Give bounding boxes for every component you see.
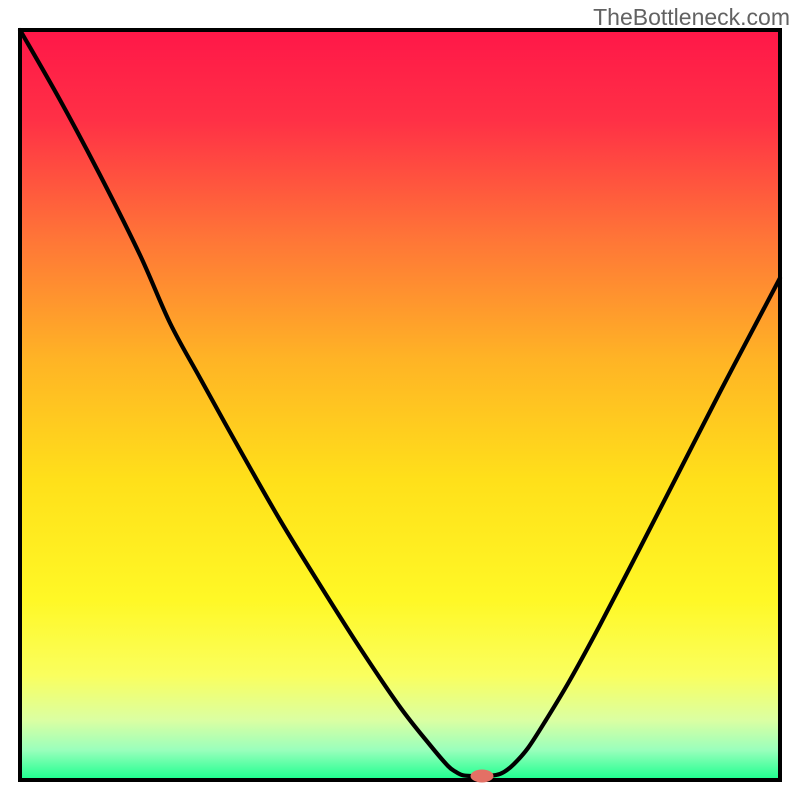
watermark-text: TheBottleneck.com xyxy=(593,4,790,31)
plot-background xyxy=(20,30,780,780)
chart-container: TheBottleneck.com xyxy=(0,0,800,800)
bottleneck-curve-chart xyxy=(0,0,800,800)
optimal-point-marker xyxy=(471,770,493,782)
